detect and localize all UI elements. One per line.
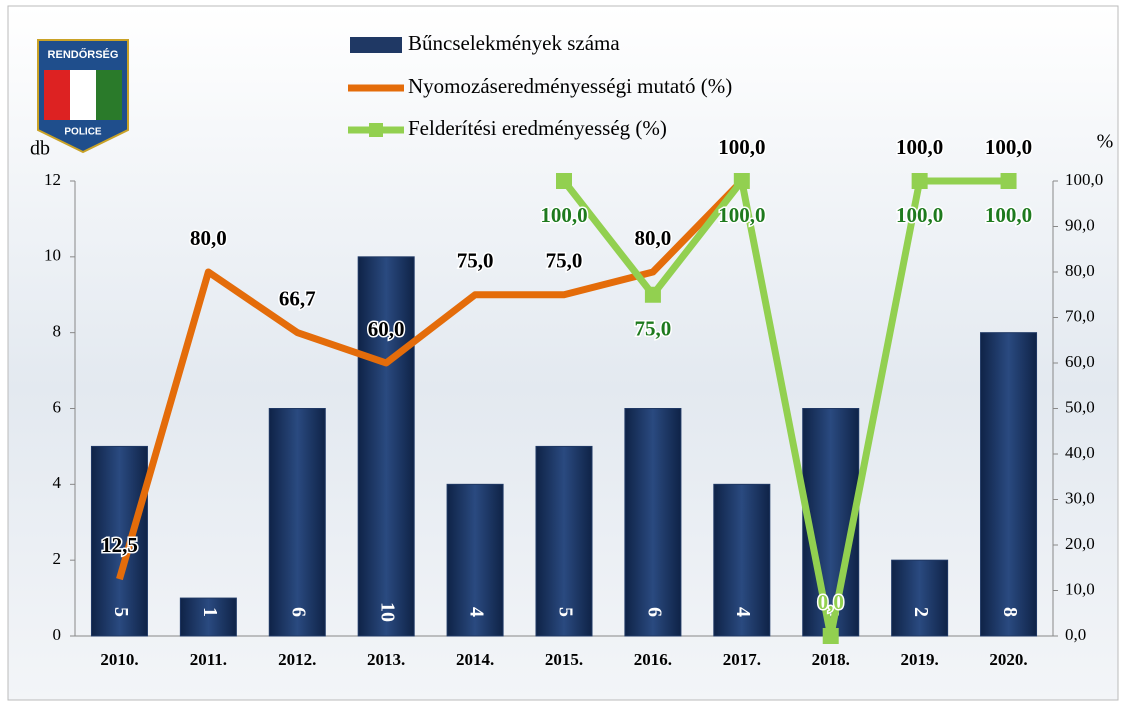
bar — [446, 483, 504, 637]
data-label: 75,0 — [546, 249, 583, 273]
y2-tick-label: 20,0 — [1065, 534, 1095, 553]
y2-tick-label: 80,0 — [1065, 261, 1095, 280]
marker — [556, 173, 572, 189]
bar — [535, 445, 593, 637]
bar-label: 4 — [732, 607, 754, 617]
y2-axis-title: % — [1097, 131, 1114, 153]
bar — [891, 559, 949, 637]
y2-tick-label: 0,0 — [1065, 625, 1086, 644]
marker — [911, 173, 928, 189]
logo-text: RENDŐRSÉG — [48, 48, 119, 61]
x-tick-label: 2019. — [901, 650, 939, 669]
data-label: 60,0 — [368, 317, 405, 341]
data-label: 100,0 — [896, 135, 943, 159]
data-label: 80,0 — [635, 226, 672, 250]
data-label: 66,7 — [279, 286, 316, 310]
data-label: 0,0 — [818, 590, 844, 614]
x-tick-label: 2015. — [545, 650, 583, 669]
bar-label: 5 — [110, 607, 132, 617]
logo-text: POLICE — [64, 127, 102, 138]
line — [561, 177, 1009, 640]
y2-tick-label: 50,0 — [1065, 397, 1095, 416]
data-label: 75,0 — [457, 249, 494, 273]
marker — [1000, 173, 1017, 189]
y2-tick-label: 70,0 — [1065, 306, 1095, 325]
x-tick-label: 2020. — [989, 650, 1027, 669]
data-label: 80,0 — [190, 226, 227, 250]
data-label: 100,0 — [540, 203, 587, 227]
y2-tick-label: 60,0 — [1065, 352, 1095, 371]
y-tick-label: 8 — [53, 322, 62, 341]
legend-label: Nyomozáseredményességi mutató (%) — [408, 74, 732, 98]
y-tick-label: 6 — [53, 397, 62, 416]
logo-stripe — [44, 70, 70, 120]
bar — [268, 408, 326, 637]
legend-label: Bűncselekmények száma — [408, 31, 620, 55]
bar-label: 5 — [554, 607, 576, 617]
bar-label: 6 — [643, 607, 665, 617]
bar — [624, 408, 682, 637]
y2-tick-label: 100,0 — [1065, 170, 1103, 189]
bar-label: 8 — [999, 607, 1021, 617]
data-label: 100,0 — [718, 135, 765, 159]
x-tick-label: 2016. — [634, 650, 672, 669]
bar-label: 4 — [465, 607, 487, 617]
bar-label: 10 — [377, 602, 399, 622]
bar — [357, 256, 415, 637]
x-tick-label: 2013. — [367, 650, 405, 669]
data-label: 100,0 — [985, 135, 1032, 159]
data-label: 12,5 — [101, 533, 138, 557]
y-tick-label: 12 — [44, 170, 61, 189]
x-tick-label: 2014. — [456, 650, 494, 669]
data-label: 100,0 — [718, 203, 765, 227]
marker — [733, 173, 750, 189]
logo-stripe — [96, 70, 122, 120]
y2-tick-label: 90,0 — [1065, 215, 1095, 234]
x-tick-label: 2010. — [100, 650, 138, 669]
marker — [822, 628, 839, 644]
data-label: 100,0 — [985, 203, 1032, 227]
y2-tick-label: 30,0 — [1065, 488, 1095, 507]
y-tick-label: 2 — [53, 549, 62, 568]
y-tick-label: 4 — [53, 473, 62, 492]
bar-label: 1 — [199, 607, 221, 617]
legend-label: Felderítési eredményesség (%) — [408, 116, 667, 140]
y-tick-label: 10 — [44, 246, 61, 265]
x-tick-label: 2017. — [723, 650, 761, 669]
y-axis-title: db — [30, 138, 50, 160]
bar — [713, 483, 771, 637]
x-tick-label: 2012. — [278, 650, 316, 669]
bar — [980, 332, 1038, 637]
data-label: 75,0 — [635, 317, 672, 341]
bar-label: 2 — [910, 607, 932, 617]
logo-stripe — [70, 70, 96, 120]
y2-tick-label: 40,0 — [1065, 443, 1095, 462]
y-tick-label: 0 — [53, 625, 62, 644]
bar-label: 6 — [288, 607, 310, 617]
x-tick-label: 2011. — [190, 650, 227, 669]
marker — [644, 286, 661, 303]
bar — [179, 597, 237, 637]
bar — [90, 445, 148, 637]
data-label: 100,0 — [896, 203, 943, 227]
logo: RENDŐRSÉG POLICE — [37, 39, 129, 154]
y2-tick-label: 10,0 — [1065, 579, 1095, 598]
x-tick-label: 2018. — [812, 650, 850, 669]
legend-swatch — [350, 37, 402, 53]
legend-swatch — [369, 123, 383, 137]
